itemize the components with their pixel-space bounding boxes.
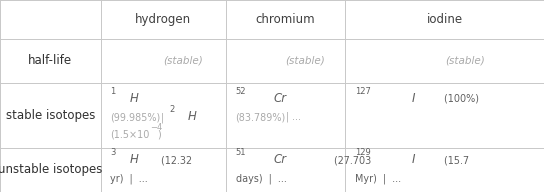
Text: (stable): (stable) [286, 56, 325, 66]
Text: I: I [412, 153, 416, 166]
Text: |: | [160, 112, 164, 122]
Text: stable isotopes: stable isotopes [5, 109, 95, 122]
Text: iodine: iodine [426, 13, 463, 26]
Text: 52: 52 [236, 87, 246, 96]
Text: days)  |  ...: days) | ... [236, 173, 287, 184]
Text: (1.5×10: (1.5×10 [110, 129, 150, 139]
Text: half-life: half-life [28, 55, 72, 67]
Text: H: H [129, 92, 138, 105]
Text: 3: 3 [110, 148, 116, 157]
Text: (100%): (100%) [441, 94, 479, 104]
Text: unstable isotopes: unstable isotopes [0, 163, 102, 176]
Text: hydrogen: hydrogen [135, 13, 191, 26]
Text: (15.7: (15.7 [441, 155, 469, 165]
Text: |: | [286, 112, 289, 122]
Text: (stable): (stable) [445, 56, 485, 66]
Text: ): ) [157, 129, 161, 139]
Text: H: H [188, 110, 197, 123]
Text: I: I [412, 92, 416, 105]
Text: (83.789%): (83.789%) [236, 112, 286, 122]
Text: Myr)  |  ...: Myr) | ... [355, 173, 401, 184]
Text: 1: 1 [110, 87, 116, 96]
Text: 51: 51 [236, 148, 246, 157]
Text: (stable): (stable) [163, 56, 203, 66]
Text: 129: 129 [355, 148, 371, 157]
Text: yr)  |  ...: yr) | ... [110, 173, 148, 184]
Text: 127: 127 [355, 87, 371, 96]
Text: Cr: Cr [274, 153, 287, 166]
Text: (12.32: (12.32 [158, 155, 192, 165]
Text: −4: −4 [150, 123, 163, 132]
Text: H: H [129, 153, 138, 166]
Text: chromium: chromium [256, 13, 316, 26]
Text: (99.985%): (99.985%) [110, 112, 160, 122]
Text: (27.703: (27.703 [331, 155, 371, 165]
Text: Cr: Cr [274, 92, 287, 105]
Text: ...: ... [292, 112, 301, 122]
Text: 2: 2 [169, 105, 175, 114]
